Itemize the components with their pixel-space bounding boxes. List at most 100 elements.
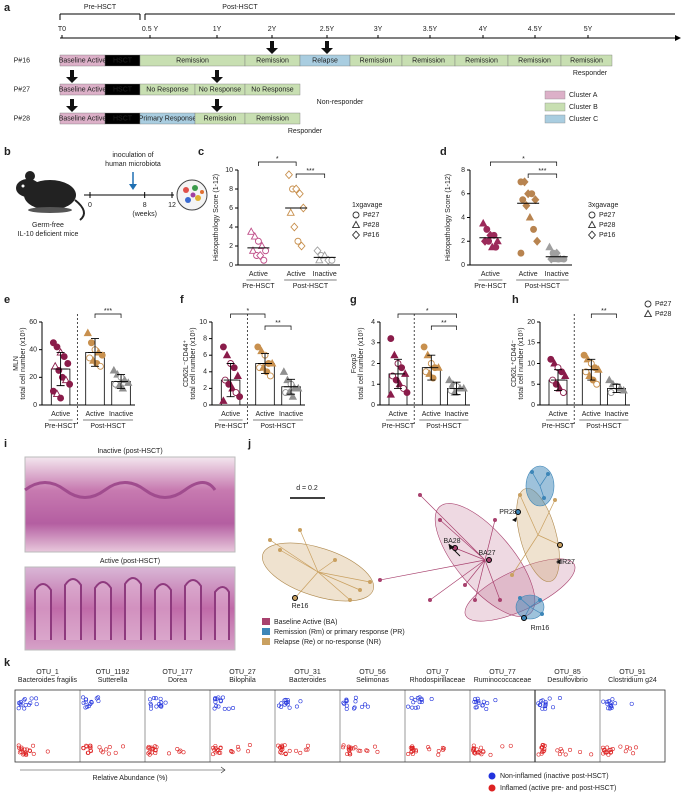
y-tick-label: 10 [199, 319, 207, 326]
abundance-dot [213, 699, 218, 704]
point [479, 218, 488, 227]
abundance-dot [417, 695, 422, 700]
point [222, 350, 232, 359]
patient-label: P#27 [14, 86, 30, 93]
abundance-dot [345, 751, 350, 756]
abundance-dot [17, 750, 22, 755]
x-tick-label: Active [51, 411, 70, 418]
error-bar [449, 381, 464, 396]
abundance-dot [346, 746, 351, 751]
legend-label: P#16 [363, 232, 379, 239]
legend-dot [488, 772, 496, 780]
legend-label: P#28 [655, 311, 671, 318]
abundance-dot [212, 697, 217, 702]
abundance-dot [216, 704, 221, 709]
point [61, 375, 71, 384]
segment-label: Relapse [312, 58, 338, 65]
y-axis-label: total cell number (x10⁵) [518, 327, 525, 399]
significance-bracket [590, 313, 617, 318]
abundance-dot [543, 701, 548, 706]
significance-bracket [490, 161, 558, 166]
abundance-dot [427, 747, 432, 752]
significance-bracket [397, 313, 457, 318]
point [64, 360, 72, 367]
error-bar [609, 383, 624, 393]
abundance-dot [22, 697, 27, 702]
exp-tick-label: 0 [88, 202, 92, 209]
abundance-dot [218, 750, 223, 755]
otu-id: OTU_1 [36, 669, 59, 676]
abundance-dot [409, 695, 414, 700]
abundance-dot [231, 705, 236, 710]
abundance-dot [475, 696, 480, 701]
abundance-dot [22, 706, 27, 711]
abundance-dot [88, 743, 93, 748]
point [320, 250, 329, 259]
significance-label: ** [601, 308, 607, 315]
abundance-dot [226, 706, 231, 711]
legend-label: P#27 [363, 212, 379, 219]
point [531, 195, 540, 205]
y-axis-label: CD62L⁺CD44⁻ [511, 340, 518, 387]
point [230, 364, 238, 372]
otu-name: Clostridium g24 [608, 677, 657, 684]
legend-swatch [544, 102, 566, 112]
point [295, 189, 304, 199]
abundance-dot [146, 751, 151, 756]
arrow [266, 41, 278, 54]
error-bar [88, 338, 103, 367]
segment-label: Remission [465, 58, 498, 65]
segment-label: HSCT [113, 116, 133, 123]
abundance-dot [151, 747, 156, 752]
abundance-dot [353, 699, 358, 704]
abundance-dot [589, 752, 594, 757]
period-label: Post-HSCT [222, 4, 258, 11]
point [98, 351, 106, 359]
group-label: Pre-HSCT [214, 423, 247, 430]
point [459, 383, 468, 392]
mouse-icon [16, 171, 85, 221]
abundance-dot [151, 696, 156, 701]
abundance-dot [146, 745, 151, 750]
group-label: Post-HSCT [293, 283, 329, 290]
x-tick-label: Active [582, 411, 601, 418]
abundance-dot [628, 746, 633, 751]
significance-label: ** [441, 320, 447, 327]
group-label: Pre-HSCT [382, 423, 415, 430]
legend-label: Cluster A [569, 92, 598, 99]
abundance-dot [94, 696, 99, 701]
time-label: 2.5Y [320, 26, 335, 33]
abundance-dot [415, 696, 420, 701]
abundance-dot [22, 747, 27, 752]
otu-id: OTU_77 [489, 669, 516, 676]
abundance-dot [285, 699, 290, 704]
panel-label: e [4, 294, 10, 306]
abundance-dot [159, 704, 164, 709]
axis-arrow [20, 766, 226, 774]
sample-label: PR28 [499, 509, 517, 516]
point [351, 220, 361, 229]
group-label: Pre-HSCT [44, 423, 77, 430]
abundance-dot [158, 703, 163, 708]
abundance-dot [181, 750, 186, 755]
legend-label: Relapse (Re) or no-response (NR) [274, 639, 381, 646]
outcome-label: Responder [288, 128, 323, 135]
significance-label: * [276, 156, 279, 163]
abundance-dot [287, 748, 292, 753]
abundance-dot [348, 752, 353, 757]
segment-label: Remission [256, 116, 289, 123]
significance-label: *** [104, 308, 112, 315]
error-bar [53, 351, 68, 387]
group-label: Post-HSCT [260, 423, 296, 430]
point [401, 369, 410, 377]
otu-name: Bacteroides fragilis [18, 677, 78, 684]
y-tick-label: 10 [225, 167, 233, 174]
abundance-dot [413, 748, 418, 753]
abundance-dot [341, 743, 346, 748]
chart-1: 0 2 4 6 8 Histopathology Score (1-12) Active Ac… [445, 156, 619, 290]
significance-label: ** [275, 320, 281, 327]
abundance-dot [344, 698, 349, 703]
abundance-dot [543, 700, 548, 705]
chart-3: 0 2 4 6 8 10 CD62L⁻CD44⁺ total cell number (x10… [183, 308, 305, 430]
abundance-dot [476, 700, 481, 705]
